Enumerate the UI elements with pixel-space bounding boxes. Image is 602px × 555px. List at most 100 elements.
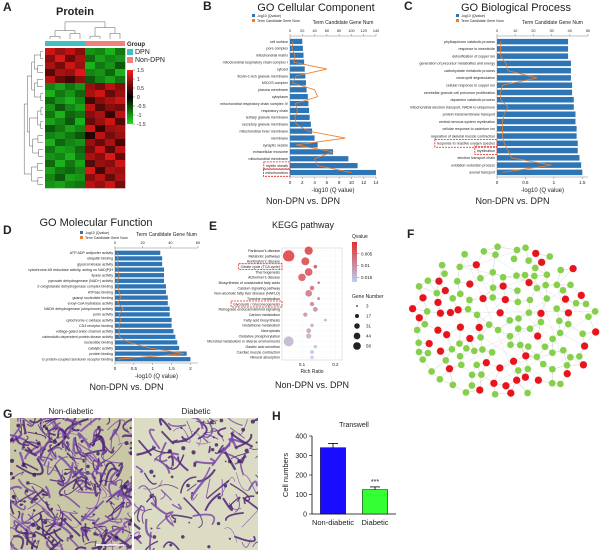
cell-stain: [113, 479, 123, 489]
cell-stain: [84, 480, 94, 491]
node: [464, 305, 472, 313]
category-label: mitochondrion: [265, 171, 288, 175]
heatmap-cell: [45, 146, 56, 154]
category-label: 2-oxoglutarate dehydrogenase complex bin…: [37, 285, 113, 289]
cell-stain: [158, 484, 179, 489]
node: [453, 277, 461, 285]
cell-stain: [22, 435, 29, 444]
pore: [97, 425, 101, 429]
heatmap-cell: [95, 181, 106, 189]
cell-stain: [31, 489, 45, 502]
cell-stain: [248, 447, 258, 450]
panel-letter: G: [3, 407, 12, 421]
heatmap-cell: [45, 90, 56, 98]
node: [489, 268, 497, 277]
cell-stain: [124, 487, 132, 494]
cell-stain: [106, 418, 111, 426]
cell-stain: [95, 520, 111, 535]
edge: [500, 312, 546, 347]
heatmap-cell: [75, 146, 86, 154]
cell-stain: [35, 539, 40, 550]
node: [521, 373, 530, 382]
bar: [290, 142, 318, 148]
pore: [181, 446, 186, 451]
heatmap-cell: [95, 48, 106, 56]
category-label: central nervous system myelination: [439, 120, 495, 124]
x-tick-label: 1: [151, 366, 154, 371]
cell-stain: [39, 418, 53, 431]
node: [457, 361, 465, 369]
heatmap-cell: [65, 111, 76, 119]
heatmap-cell: [95, 76, 106, 84]
cell-stain: [170, 452, 180, 462]
cell-stain: [206, 419, 213, 438]
node: [493, 243, 502, 251]
cell-stain: [154, 457, 171, 474]
heatmap-cell: [85, 167, 96, 175]
pore: [129, 518, 132, 523]
cell-stain: [84, 541, 97, 547]
pore: [170, 466, 173, 469]
gene-num-line: [117, 252, 185, 360]
legend-title: Group: [127, 42, 145, 48]
x-tick-label: Diabetic: [361, 518, 388, 527]
bar: [115, 351, 187, 356]
bar: [497, 46, 569, 52]
pore: [47, 536, 51, 539]
bar: [115, 357, 191, 362]
cell-stain: [202, 429, 218, 434]
cell-stain: [125, 502, 132, 508]
node: [499, 273, 507, 281]
heatmap-cell: [55, 97, 66, 105]
category-label: pore complex: [266, 47, 288, 51]
heatmap-cell: [65, 153, 76, 161]
cell-stain: [10, 527, 19, 533]
bubble: [313, 344, 318, 349]
x-tick-label: 1: [553, 180, 556, 185]
cell-stain: [241, 509, 258, 528]
cell-stain: [20, 512, 32, 525]
cell-stain: [12, 433, 23, 444]
pore: [237, 459, 242, 464]
cell-stain: [58, 475, 83, 497]
cell-stain: [47, 511, 66, 526]
cell-stain: [167, 422, 187, 427]
node: [555, 317, 563, 325]
node: [475, 323, 484, 332]
heatmap-cell: [85, 97, 96, 105]
cell-stain: [135, 465, 144, 473]
category-label: guanyl nucleotide binding: [72, 296, 113, 300]
cell-stain: [37, 424, 58, 443]
cell-stain: [227, 418, 243, 426]
pore: [170, 475, 174, 479]
legend-swatch: [127, 49, 133, 55]
node: [533, 284, 541, 292]
cell-stain: [239, 419, 248, 435]
category-label: Carbon metabolism: [249, 313, 280, 317]
highlight-box: [238, 263, 283, 271]
node: [438, 261, 446, 269]
heatmap-cell: [45, 181, 56, 189]
heatmap-cell: [45, 118, 56, 126]
node: [579, 330, 587, 338]
heatmap-cell: [115, 55, 126, 63]
legend-swatch: [456, 14, 459, 17]
heatmap-cell: [75, 167, 86, 175]
category-label: ficolin-1-rich granule membrane: [237, 74, 288, 78]
cell-stain: [71, 468, 84, 479]
cell-stain: [255, 455, 258, 459]
node: [539, 360, 547, 368]
heatmap-cell: [105, 153, 116, 161]
node: [525, 256, 533, 265]
heatmap-cell: [85, 160, 96, 168]
heatmap-cell: [55, 181, 66, 189]
category-label: mitochondrial inner membrane: [239, 129, 288, 133]
heatmap-cell: [115, 90, 126, 98]
legend-label: DPN: [135, 49, 150, 56]
heatmap-cell: [85, 48, 96, 56]
cell-stain: [85, 488, 101, 510]
cell-stain: [24, 443, 42, 460]
heatmap-cell: [65, 104, 76, 112]
size-legend-dot: [353, 332, 361, 340]
color-tick-label: 1.5: [137, 68, 144, 74]
